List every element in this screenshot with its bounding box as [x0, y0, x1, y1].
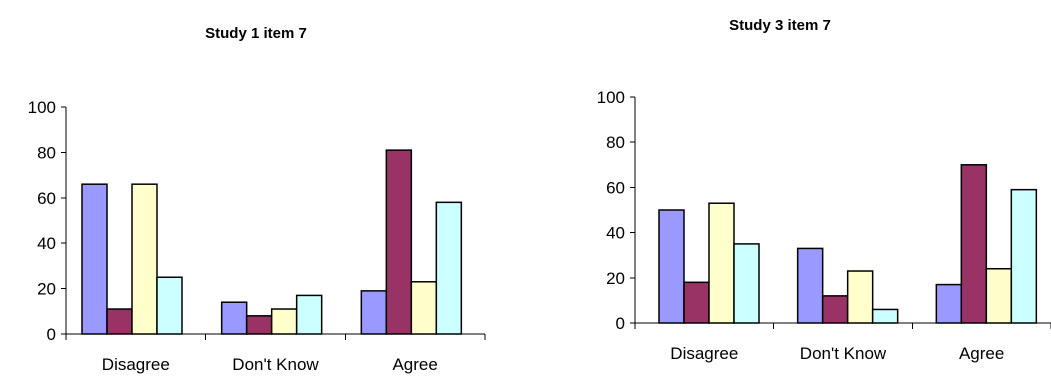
x-category-label: Agree [959, 344, 1004, 363]
bar-disagree-series-3 [708, 202, 735, 324]
x-category-label: Don't Know [800, 344, 887, 363]
bar-disagree-series-1 [658, 209, 685, 324]
bar-don-t-know-series-2 [245, 315, 273, 335]
bar-agree-series-2 [385, 149, 413, 335]
y-tick-label: 0 [47, 325, 56, 344]
bar-agree-series-3 [410, 281, 438, 335]
bar-agree-series-3 [985, 268, 1013, 324]
bar-disagree-series-4 [733, 243, 760, 324]
x-category-label: Disagree [102, 355, 170, 374]
y-tick-label: 100 [597, 88, 625, 107]
bar-don-t-know-series-1 [796, 247, 824, 324]
bar-agree-series-4 [1010, 188, 1038, 324]
x-category-label: Disagree [670, 344, 738, 363]
y-tick-label: 20 [606, 269, 625, 288]
bar-don-t-know-series-4 [871, 308, 899, 324]
bar-disagree-series-4 [156, 276, 183, 335]
chart-study-3: Study 3 item 7 0 20 40 60 80 100 Disagree Don't… [525, 0, 1051, 376]
y-tick-label: 80 [606, 133, 625, 152]
chart-study-1-svg: Study 1 item 7 0 20 40 60 80 100 Disagree Don't… [28, 25, 486, 374]
bar-disagree-series-3 [131, 183, 158, 335]
bar-don-t-know-series-3 [270, 308, 298, 335]
bar-disagree-series-2 [683, 281, 710, 324]
bar-agree-series-2 [960, 164, 988, 324]
bar-don-t-know-series-4 [295, 294, 323, 335]
bar-don-t-know-series-2 [821, 295, 849, 324]
chart-study-1: Study 1 item 7 0 20 40 60 80 100 Disagree Don't… [0, 0, 525, 376]
bar-agree-series-1 [935, 283, 963, 324]
y-tick-label: 20 [37, 280, 56, 299]
bar-disagree-series-2 [106, 308, 133, 335]
y-tick-label: 80 [37, 143, 56, 162]
bar-agree-series-4 [435, 201, 463, 335]
y-tick-label: 60 [606, 178, 625, 197]
bar-agree-series-1 [360, 290, 388, 335]
y-tick-label: 60 [37, 189, 56, 208]
chart-study-3-svg: Study 3 item 7 0 20 40 60 80 100 Disagree Don't… [597, 17, 1051, 363]
chart-title: Study 1 item 7 [205, 25, 307, 42]
y-tick-label: 40 [606, 224, 625, 243]
bar-don-t-know-series-3 [846, 270, 874, 324]
x-category-label: Agree [392, 355, 437, 374]
bar-don-t-know-series-1 [220, 301, 248, 335]
bar-disagree-series-1 [81, 183, 108, 335]
x-category-label: Don't Know [232, 355, 319, 374]
chart-title: Study 3 item 7 [729, 17, 831, 34]
y-tick-label: 100 [28, 98, 56, 117]
y-tick-label: 0 [616, 314, 625, 333]
y-tick-label: 40 [37, 234, 56, 253]
